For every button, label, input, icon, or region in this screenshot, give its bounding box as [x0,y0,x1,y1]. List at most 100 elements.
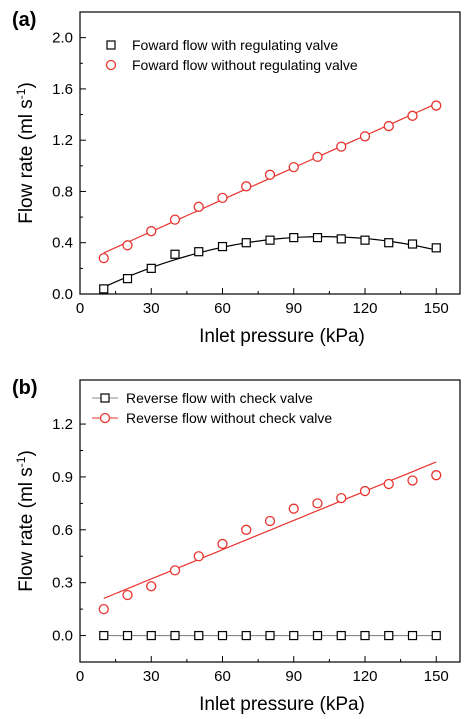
x-tick-label: 60 [214,668,231,685]
data-point-circle [193,551,204,562]
data-point-square [241,238,251,248]
y-tick-label: 2.0 [52,30,73,47]
data-point-square [336,234,346,244]
data-point-square [99,630,109,641]
data-point-square [265,235,275,245]
data-point-circle [193,201,204,212]
data-point-square [384,630,394,641]
data-point-square [360,630,370,641]
data-point-square [289,233,299,243]
x-tick-label: 60 [214,300,231,317]
plot-frame [79,11,461,295]
legend-marker-circle [99,412,111,424]
data-point-circle [146,226,157,237]
x-axis-title: Inlet pressure (kPa) [199,694,365,715]
legend-marker-square [106,40,116,50]
y-tick-label: 0.3 [52,575,73,592]
legend-label: Reverse flow with check valve [126,390,313,406]
data-point-square [312,233,323,243]
data-point-circle [383,120,394,132]
data-point-square [431,243,441,253]
data-point-circle [217,538,228,550]
data-point-circle [122,240,133,251]
legend-label: Foward flow without regulating valve [132,57,358,73]
chart-panel-b: 0 30 60 90 120 150 0.0 0.3 0.6 0.9 1.2 Inlet pressu… [12,377,461,715]
legend-label: Reverse flow without check valve [126,410,332,426]
data-point-circle [407,110,418,121]
x-tick-label: 150 [424,300,449,317]
plot-frame [79,379,461,663]
data-point-circle [264,169,276,180]
y-tick-label: 0.4 [52,235,73,252]
data-point-circle [359,485,371,497]
data-point-square [360,235,370,245]
data-point-square [170,630,180,641]
data-point-circle [217,192,228,204]
y-tick-label: 0.0 [52,628,73,645]
data-point-circle [407,475,418,486]
data-point-square [122,274,133,284]
data-point-square [170,249,180,259]
y-tick-label: 0.0 [52,286,73,303]
data-point-square [312,630,323,641]
y-tick-label: 1.6 [52,81,73,98]
data-point-circle [169,214,181,225]
y-tick-label: 0.6 [52,522,73,539]
panel-label: (a) [12,9,36,31]
y-tick-label: 0.8 [52,183,73,200]
data-point-circle [146,581,157,592]
data-point-circle [431,100,442,111]
data-point-circle [169,565,181,576]
data-point-circle [312,498,323,509]
data-point-square [146,630,156,641]
data-point-circle [383,478,394,490]
data-point-square [122,630,133,641]
legend-marker-square [100,393,110,403]
data-point-square [384,238,394,248]
data-point-square [289,630,299,641]
data-point-circle [336,141,347,152]
data-point-circle [288,161,299,173]
data-point-square [407,239,418,249]
data-point-square [146,263,156,273]
data-point-circle [241,524,252,535]
legend-label: Foward flow with regulating valve [132,37,338,53]
data-point-square [336,630,346,641]
data-point-square [194,247,204,257]
y-axis-title: Flow rate (ml s-1) [14,450,37,592]
x-tick-label: 0 [76,668,84,685]
data-point-square [194,630,204,641]
data-point-square [265,630,275,641]
data-point-circle [98,603,109,615]
x-axis-title: Inlet pressure (kPa) [199,326,365,347]
data-point-circle [264,515,276,527]
data-point-circle [431,470,442,481]
chart-panel-a: 0 30 60 90 120 150 0.0 0.4 0.8 1.2 1.6 2.0 Inlet pre… [12,9,461,347]
y-tick-label: 1.2 [52,416,73,433]
data-point-square [217,630,228,641]
data-point-square [241,630,251,641]
y-axis-title: Flow rate (ml s-1) [14,82,37,224]
fit-line [103,461,437,599]
x-tick-label: 120 [352,300,377,317]
y-tick-label: 0.9 [52,469,73,486]
x-tick-label: 90 [285,300,302,317]
legend-marker-circle [105,59,117,71]
data-point-square [99,284,109,294]
x-tick-label: 30 [143,300,160,317]
data-point-square [217,241,228,252]
data-point-square [431,630,441,641]
data-point-circle [288,503,299,514]
x-tick-label: 0 [76,300,84,317]
data-point-circle [98,252,109,264]
y-tick-label: 1.2 [52,132,73,149]
data-point-circle [241,181,252,192]
x-tick-label: 150 [424,668,449,685]
data-point-circle [336,492,347,504]
x-tick-label: 30 [143,668,160,685]
x-tick-label: 120 [352,668,377,685]
data-point-circle [359,131,371,142]
panel-label: (b) [12,377,38,399]
data-point-square [407,630,418,641]
